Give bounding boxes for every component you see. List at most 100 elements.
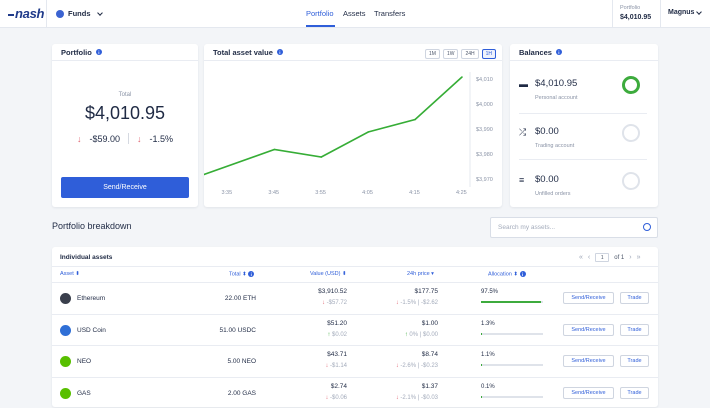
header-portfolio-label: Portfolio (620, 5, 640, 11)
data-point (320, 156, 322, 158)
value-change-amount: -$1.14 (330, 363, 347, 369)
line-chart (204, 44, 502, 207)
search-assets-input[interactable]: Search my assets... (490, 217, 658, 238)
price-change-percent: -2.1% (400, 395, 416, 401)
x-tick-label: 3:55 (315, 190, 326, 196)
page-count: of 1 (614, 255, 624, 261)
divider (519, 113, 647, 114)
arrow-down-icon: ↓ (325, 363, 328, 369)
data-point (274, 149, 276, 151)
price-change-percent: -1.5% (400, 300, 416, 306)
nav-assets[interactable]: Assets (343, 9, 366, 18)
asset-name: USD Coin (77, 327, 106, 334)
info-icon[interactable]: i (556, 49, 562, 55)
price-change: ↑ 0% | $0.00 (405, 332, 438, 338)
data-point (414, 119, 416, 121)
column-24h-price[interactable]: 24h price ▾ (407, 271, 434, 277)
arrow-down-icon: ↓ (396, 363, 399, 369)
price-change-percent: 0% (409, 332, 418, 338)
send-receive-button[interactable]: Send/Receive (563, 387, 614, 399)
value-change: ↓ -$0.06 (325, 395, 347, 401)
asset-total: 22.00 ETH (225, 295, 256, 302)
last-page-icon[interactable]: » (637, 254, 641, 261)
coin-icon (60, 356, 71, 367)
y-tick-label: $4,000 (476, 102, 493, 108)
info-icon[interactable]: i (248, 271, 254, 277)
nash-logo[interactable]: nash (8, 6, 44, 21)
search-icon[interactable] (643, 223, 651, 231)
price-change-percent: -2.6% (400, 363, 416, 369)
balance-label: Personal account (535, 95, 578, 101)
asset-price: $1.37 (422, 383, 438, 390)
header-portfolio-value: $4,010.95 (620, 14, 651, 21)
send-receive-button[interactable]: Send/Receive (563, 292, 614, 304)
divider (519, 159, 647, 160)
column-asset[interactable]: Asset ⬍ (60, 271, 80, 277)
column-allocation[interactable]: Allocation ⬍ i (488, 271, 526, 278)
funds-dropdown[interactable]: Funds (56, 9, 102, 18)
nav-active-indicator (306, 25, 335, 27)
page-input[interactable]: 1 (595, 253, 609, 262)
price-change-amount: -$2.62 (421, 300, 438, 306)
trade-button[interactable]: Trade (620, 324, 649, 336)
nav-portfolio[interactable]: Portfolio (306, 9, 334, 18)
trade-button[interactable]: Trade (620, 292, 649, 304)
series-line (204, 77, 462, 175)
trade-button[interactable]: Trade (620, 355, 649, 367)
info-icon[interactable]: i (96, 49, 102, 55)
asset-total: 51.00 USDC (220, 327, 257, 334)
info-icon[interactable]: i (520, 271, 526, 277)
user-name: Magnus (668, 9, 694, 16)
asset-value: $2.74 (331, 383, 347, 390)
search-placeholder: Search my assets... (498, 224, 555, 231)
divider (612, 0, 613, 28)
user-menu[interactable]: Magnus (668, 9, 701, 16)
first-page-icon[interactable]: « (579, 254, 583, 261)
balance-personal[interactable]: ▬ $4,010.95 Personal account (519, 68, 645, 116)
column-value[interactable]: Value (USD) ⬍ (310, 271, 347, 277)
pagination: « ‹ 1 of 1 › » (579, 253, 641, 262)
price-change-amount: $0.00 (423, 332, 438, 338)
arrow-down-icon: ↓ (322, 300, 325, 306)
arrow-down-icon: ↓ (325, 395, 328, 401)
allocation-ring (622, 124, 640, 142)
list-icon: ≡ (519, 175, 524, 185)
price-change-amount: -$0.03 (421, 395, 438, 401)
total-label: Total (52, 92, 198, 98)
portfolio-card-title: Portfolio (61, 48, 92, 57)
column-total[interactable]: Total ⬍ i (229, 271, 254, 278)
value-change: ↑ $0.02 (327, 332, 347, 338)
table-title: Individual assets (60, 254, 112, 261)
balance-trading[interactable]: ⤮ $0.00 Trading account (519, 116, 645, 164)
asset-value: $3,910.52 (318, 288, 347, 295)
portfolio-card: Portfolio i Total $4,010.95 ↓-$59.00 ↓-1… (52, 44, 198, 207)
data-point (461, 76, 463, 78)
trade-button[interactable]: Trade (620, 387, 649, 399)
chevron-down-icon (97, 10, 103, 16)
shuffle-icon: ⤮ (519, 127, 526, 138)
value-change-amount: -$57.72 (327, 300, 347, 306)
allocation-percent: 1.3% (481, 321, 495, 327)
arrow-down-icon: ↓ (396, 395, 399, 401)
prev-page-icon[interactable]: ‹ (588, 254, 590, 261)
data-point (367, 131, 369, 133)
total-value: $4,010.95 (52, 103, 198, 124)
nav-transfers[interactable]: Transfers (374, 9, 405, 18)
allocation-bar (481, 364, 543, 366)
divider (128, 133, 129, 144)
x-tick-label: 3:35 (221, 190, 232, 196)
arrow-up-icon: ↑ (327, 332, 330, 338)
send-receive-button[interactable]: Send/Receive (61, 177, 189, 198)
y-tick-label: $3,990 (476, 127, 493, 133)
balance-unfilled[interactable]: ≡ $0.00 Unfilled orders (519, 164, 645, 212)
arrow-down-icon: ↓ (137, 134, 142, 144)
next-page-icon[interactable]: › (629, 254, 631, 261)
send-receive-button[interactable]: Send/Receive (563, 324, 614, 336)
send-receive-button[interactable]: Send/Receive (563, 355, 614, 367)
divider (46, 0, 47, 28)
balance-value: $4,010.95 (535, 78, 577, 89)
